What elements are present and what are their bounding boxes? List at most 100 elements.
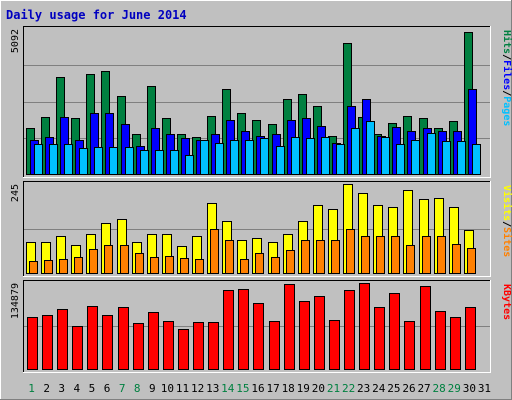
x-tick-label-day-4: 4: [74, 382, 81, 395]
bar-pages-day-19: [306, 138, 315, 175]
x-tick-label-day-26: 26: [402, 382, 415, 395]
x-tick-label-day-9: 9: [149, 382, 156, 395]
bar-kbytes-day-2: [42, 315, 53, 370]
bar-sites-day-13: [210, 229, 219, 274]
bar-sites-day-14: [225, 240, 234, 274]
bar-pages-day-22: [351, 128, 360, 175]
bar-kbytes-day-23: [359, 283, 370, 370]
x-tick-label-day-11: 11: [176, 382, 189, 395]
legend-entry-kbytes: KBytes: [501, 284, 512, 320]
bar-kbytes-day-7: [118, 307, 129, 370]
x-tick-label-day-12: 12: [191, 382, 204, 395]
bar-sites-day-1: [29, 261, 38, 274]
bar-kbytes-day-19: [299, 301, 310, 370]
bar-pages-day-16: [260, 138, 269, 175]
x-tick-label-day-23: 23: [357, 382, 370, 395]
bar-pages-day-28: [442, 141, 451, 175]
y-axis-max-label: 5092: [10, 29, 21, 53]
bar-pages-day-5: [94, 147, 103, 175]
legend-entry-sites: Sites: [501, 227, 512, 257]
bar-sites-day-23: [361, 236, 370, 274]
bar-sites-day-21: [331, 240, 340, 274]
bar-sites-day-10: [165, 256, 174, 274]
bar-kbytes-day-8: [133, 323, 144, 370]
bar-pages-day-2: [49, 144, 58, 175]
x-tick-label-day-15: 15: [236, 382, 249, 395]
bar-pages-day-11: [185, 155, 194, 175]
bar-sites-day-12: [195, 259, 204, 274]
x-tick-label-day-28: 28: [433, 382, 446, 395]
bar-sites-day-3: [59, 259, 68, 274]
bar-sites-day-5: [89, 249, 98, 274]
bar-kbytes-day-18: [284, 284, 295, 370]
bar-pages-day-21: [336, 144, 345, 175]
bar-kbytes-day-10: [163, 321, 174, 370]
x-tick-label-day-3: 3: [58, 382, 65, 395]
bar-pages-day-27: [427, 133, 436, 175]
x-tick-label-day-31: 31: [478, 382, 491, 395]
y-axis-max-label: 134879: [10, 283, 21, 319]
x-tick-label-day-30: 30: [463, 382, 476, 395]
x-tick-label-day-21: 21: [327, 382, 340, 395]
x-tick-label-day-1: 1: [28, 382, 35, 395]
bar-kbytes-day-11: [178, 329, 189, 370]
legend-hits_files_pages: Hits/Files/Pages: [501, 30, 512, 126]
bar-kbytes-day-16: [253, 303, 264, 370]
bar-sites-day-8: [135, 253, 144, 274]
bar-sites-day-15: [240, 259, 249, 274]
bar-kbytes-day-25: [389, 293, 400, 370]
legend-entry-hits: Hits: [501, 30, 512, 54]
bar-pages-day-6: [109, 147, 118, 175]
x-tick-label-day-25: 25: [387, 382, 400, 395]
bar-kbytes-day-5: [87, 306, 98, 370]
bar-sites-day-26: [406, 245, 415, 274]
bar-pages-day-24: [381, 137, 390, 175]
x-tick-label-day-27: 27: [417, 382, 430, 395]
bar-pages-day-14: [230, 140, 239, 175]
bar-sites-day-4: [74, 257, 83, 274]
bar-kbytes-day-14: [223, 290, 234, 370]
bar-pages-day-8: [140, 150, 149, 175]
bar-pages-day-13: [215, 143, 224, 175]
bar-kbytes-day-17: [269, 321, 280, 370]
bar-sites-day-18: [286, 250, 295, 274]
bar-pages-day-18: [291, 137, 300, 175]
bar-sites-day-24: [376, 236, 385, 274]
x-axis-tick-labels: 1 2 3 4 5 6 7 8 9 10 11 12 13 14 15 16 17 18 19 20 21 22 23 24 2…: [28, 382, 491, 395]
chart-title: Daily usage for June 2014: [6, 8, 187, 22]
bar-sites-day-19: [301, 240, 310, 274]
bar-kbytes-day-29: [450, 317, 461, 370]
bar-sites-day-20: [316, 240, 325, 274]
x-tick-label-day-8: 8: [134, 382, 141, 395]
bar-pages-day-12: [200, 140, 209, 175]
bar-pages-day-10: [170, 150, 179, 175]
bar-kbytes-day-4: [72, 326, 83, 370]
bar-sites-day-22: [346, 229, 355, 274]
x-tick-label-day-24: 24: [372, 382, 386, 395]
bar-pages-day-30: [472, 144, 481, 175]
y-axis-max-label: 245: [10, 184, 21, 202]
x-tick-label-day-14: 14: [221, 382, 235, 395]
bar-sites-day-6: [104, 245, 113, 274]
panel-kbytes: 134879 KBytes: [10, 280, 512, 373]
bar-kbytes-day-15: [238, 289, 249, 370]
bar-kbytes-day-24: [374, 307, 385, 370]
bar-sites-day-17: [271, 257, 280, 274]
panel-hits_files_pages: 5092 Hits/Files/Pages: [10, 26, 512, 178]
bar-pages-day-7: [125, 147, 134, 175]
legend-entry-files: Files: [501, 60, 512, 90]
bar-sites-day-11: [180, 258, 189, 274]
x-tick-label-day-18: 18: [282, 382, 295, 395]
legend-separator: /: [501, 90, 512, 96]
bar-pages-day-29: [457, 141, 466, 175]
bar-kbytes-day-30: [465, 307, 476, 370]
bar-kbytes-day-1: [27, 317, 38, 370]
bar-pages-day-23: [366, 121, 375, 175]
bar-pages-day-25: [396, 144, 405, 175]
panel-visits_sites: 245 Visits/Sites: [10, 181, 512, 277]
x-tick-label-day-6: 6: [104, 382, 111, 395]
x-tick-label-day-5: 5: [89, 382, 96, 395]
